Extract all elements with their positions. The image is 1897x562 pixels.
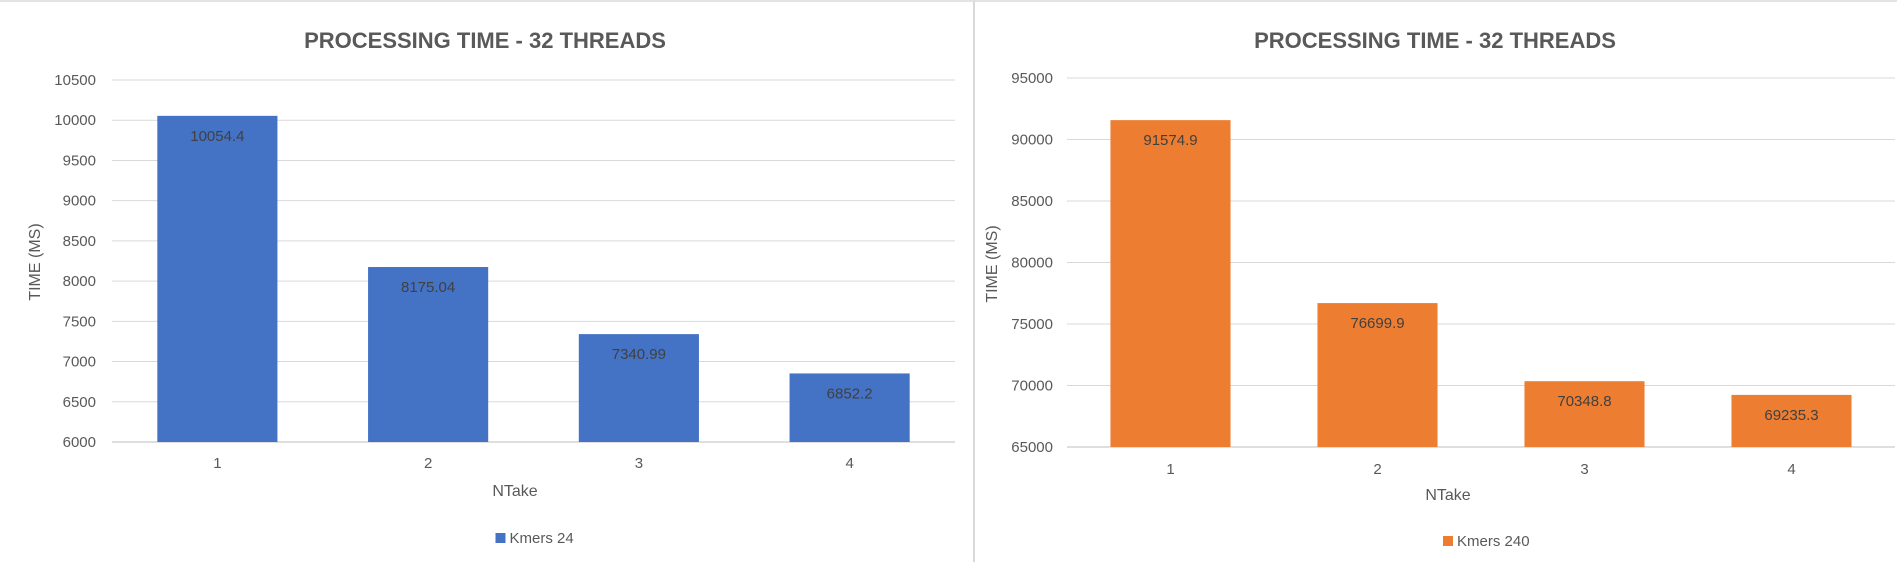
x-tick-label: 3	[1580, 461, 1588, 478]
x-tick-label: 1	[1166, 461, 1174, 478]
chart-title: PROCESSING TIME - 32 THREADS	[304, 28, 666, 53]
chart-title: PROCESSING TIME - 32 THREADS	[1254, 28, 1616, 53]
x-tick-label: 2	[1373, 461, 1381, 478]
y-tick-label: 7500	[63, 313, 96, 330]
y-tick-label: 9500	[63, 152, 96, 169]
x-tick-label: 2	[424, 455, 432, 472]
y-tick-label: 6000	[63, 434, 96, 451]
y-tick-label: 10000	[54, 112, 96, 129]
y-tick-label: 8000	[63, 273, 96, 290]
y-tick-label: 95000	[1011, 70, 1053, 87]
bar-1	[157, 115, 278, 443]
y-tick-label: 70000	[1011, 378, 1053, 395]
y-tick-label: 90000	[1011, 132, 1053, 149]
y-tick-label: 75000	[1011, 316, 1053, 333]
legend-label: Kmers 24	[510, 530, 574, 547]
bar-2	[1317, 303, 1438, 447]
data-label: 8175.04	[401, 279, 455, 296]
data-label: 69235.3	[1764, 407, 1818, 424]
x-axis-title: NTake	[492, 483, 537, 500]
y-tick-label: 8500	[63, 233, 96, 250]
bar-3	[1524, 381, 1645, 447]
data-label: 7340.99	[612, 346, 666, 363]
data-label: 6852.2	[827, 385, 873, 402]
chart-panel-1: PROCESSING TIME - 32 THREADS TIME (MS) N…	[0, 0, 975, 562]
legend-label: Kmers 240	[1457, 533, 1530, 550]
chart-1: PROCESSING TIME - 32 THREADS TIME (MS) N…	[27, 28, 955, 547]
bar-1	[1110, 120, 1231, 448]
x-tick-label: 4	[845, 455, 853, 472]
bar-4	[1731, 394, 1852, 447]
data-label: 70348.8	[1557, 393, 1611, 410]
bar-4	[789, 373, 910, 442]
data-label: 10054.4	[190, 128, 244, 145]
legend-swatch	[495, 533, 506, 543]
x-tick-label: 4	[1787, 461, 1795, 478]
chart-panel-2: PROCESSING TIME - 32 THREADS TIME (MS) N…	[975, 0, 1897, 562]
y-tick-label: 10500	[54, 72, 96, 89]
bar-3	[578, 334, 699, 442]
x-tick-label: 3	[635, 455, 643, 472]
data-label: 91574.9	[1143, 132, 1197, 149]
y-tick-label: 7000	[63, 354, 96, 371]
y-tick-label: 6500	[63, 394, 96, 411]
y-tick-label: 9000	[63, 193, 96, 210]
x-tick-label: 1	[213, 455, 221, 472]
y-axis-title: TIME (MS)	[27, 223, 44, 300]
y-tick-label: 65000	[1011, 439, 1053, 456]
data-label: 76699.9	[1350, 315, 1404, 332]
bar-2	[368, 267, 489, 442]
chart-2: PROCESSING TIME - 32 THREADS TIME (MS) N…	[984, 28, 1895, 550]
y-tick-label: 85000	[1011, 193, 1053, 210]
legend-swatch	[1443, 536, 1453, 546]
x-axis-title: NTake	[1425, 487, 1470, 504]
y-tick-label: 80000	[1011, 255, 1053, 272]
y-axis-title: TIME (MS)	[984, 225, 1001, 302]
